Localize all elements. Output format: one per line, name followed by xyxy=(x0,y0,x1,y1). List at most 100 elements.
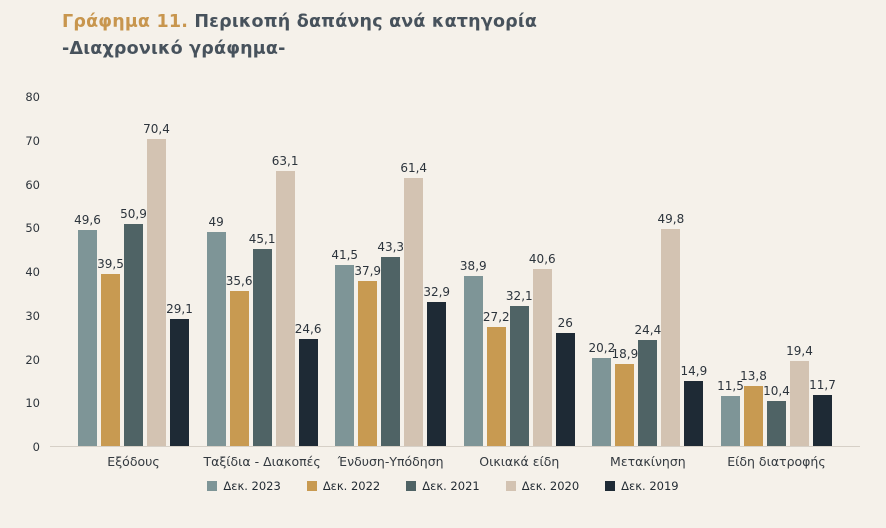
legend-swatch xyxy=(207,481,218,491)
value-label: 20,2 xyxy=(588,340,616,355)
value-label: 39,5 xyxy=(97,256,124,271)
value-label: 24,4 xyxy=(634,322,662,337)
value-label: 24,6 xyxy=(294,321,322,336)
legend-swatch xyxy=(505,481,516,491)
y-axis-tick: 70 xyxy=(25,133,40,148)
category-label: Μετακίνηση xyxy=(610,454,686,469)
bar: 11,7 xyxy=(809,378,836,446)
bar-group-3: 41,5 37,9 43,3 61,4 32,9 Ένδυση-Υπόδηση xyxy=(331,97,450,469)
value-label: 70,4 xyxy=(143,121,170,136)
value-label: 35,6 xyxy=(225,273,253,288)
category-label: Ταξίδια - Διακοπές xyxy=(203,454,321,469)
legend: Δεκ. 2023 Δεκ. 2022 Δεκ. 2021 Δεκ. 2020 Δεκ.… xyxy=(0,479,886,493)
chart-area: 0 10 20 30 40 50 60 70 80 49,6 39,5 50,9 70,4 29,1 Εξ… xyxy=(14,90,860,469)
legend-label: Δεκ. 2022 xyxy=(322,479,381,493)
bar: 50,9 xyxy=(120,207,147,446)
bar: 19,4 xyxy=(786,344,813,446)
value-label: 19,4 xyxy=(786,344,813,359)
value-label: 29,1 xyxy=(166,302,193,317)
bar: 41,5 xyxy=(331,248,358,446)
bar: 40,6 xyxy=(529,252,556,446)
bar: 37,9 xyxy=(354,264,381,446)
bar: 27,2 xyxy=(483,310,510,446)
legend-swatch xyxy=(406,481,417,491)
y-axis-tick: 80 xyxy=(25,90,40,104)
legend-item: Δεκ. 2022 xyxy=(306,479,381,493)
y-axis-tick: 60 xyxy=(25,177,40,192)
legend-item: Δεκ. 2023 xyxy=(207,479,281,493)
bar-group-5: 20,2 18,9 24,4 49,8 14,9 Μετακίνηση xyxy=(589,97,708,469)
value-label: 32,9 xyxy=(423,285,451,300)
bar: 29,1 xyxy=(166,302,193,446)
bar: 63,1 xyxy=(272,154,298,446)
bar: 11,5 xyxy=(717,379,744,446)
value-label: 43,3 xyxy=(377,240,405,255)
legend-item: Δεκ. 2019 xyxy=(605,479,679,493)
legend-swatch xyxy=(306,481,317,491)
y-axis-tick: 40 xyxy=(25,265,40,279)
value-label: 63,1 xyxy=(271,153,299,168)
value-label: 18,9 xyxy=(611,346,639,361)
bar-group-4: 38,9 27,2 32,1 40,6 26 Οικιακά είδη xyxy=(460,97,575,469)
value-label: 61,4 xyxy=(400,161,428,176)
value-label: 37,9 xyxy=(354,263,382,278)
value-label: 32,1 xyxy=(505,288,533,303)
value-label: 38,9 xyxy=(459,259,487,274)
value-label: 26 xyxy=(557,315,573,330)
chart-title-line1: Γράφημα 11. Περικοπή δαπάνης ανά κατηγορ… xyxy=(62,9,537,36)
bar: 45,1 xyxy=(249,232,275,446)
category-label: Εξόδους xyxy=(107,454,160,469)
y-axis-tick: 0 xyxy=(32,440,40,454)
bar: 49,6 xyxy=(74,213,101,446)
value-label: 49,6 xyxy=(74,212,101,227)
bar: 18,9 xyxy=(612,347,638,446)
bar: 26 xyxy=(555,316,575,446)
bar: 14,9 xyxy=(681,364,707,446)
y-axis-tick: 30 xyxy=(25,308,40,323)
bar: 24,4 xyxy=(635,323,661,446)
value-label: 10,4 xyxy=(763,383,790,398)
value-label: 49,8 xyxy=(657,211,685,226)
bar: 10,4 xyxy=(763,384,790,446)
y-axis-tick: 10 xyxy=(25,396,40,411)
category-label: Είδη διατροφής xyxy=(727,454,826,469)
legend-label: Δεκ. 2023 xyxy=(223,479,281,493)
bar: 24,6 xyxy=(295,322,321,446)
bar: 13,8 xyxy=(740,369,767,446)
y-axis: 0 10 20 30 40 50 60 70 80 xyxy=(14,90,50,454)
chart-subtitle: -Διαχρονικό γράφημα- xyxy=(62,39,286,59)
bar: 38,9 xyxy=(460,259,487,446)
value-label: 41,5 xyxy=(331,247,359,262)
legend-label: Δεκ. 2021 xyxy=(422,479,480,493)
bar: 32,1 xyxy=(506,289,533,446)
category-label: Ένδυση-Υπόδηση xyxy=(337,454,444,469)
value-label: 40,6 xyxy=(528,251,556,266)
bar: 43,3 xyxy=(377,240,404,446)
value-label: 13,8 xyxy=(740,368,767,383)
legend-swatch xyxy=(605,481,616,491)
bar: 49,8 xyxy=(658,212,684,446)
bar: 35,6 xyxy=(226,274,252,446)
bar: 32,9 xyxy=(423,285,450,446)
chart-title: Γράφημα 11. Περικοπή δαπάνης ανά κατηγορ… xyxy=(62,9,537,63)
bar: 61,4 xyxy=(400,161,427,446)
bar: 70,4 xyxy=(143,122,170,446)
bar: 39,5 xyxy=(97,257,124,446)
value-label: 45,1 xyxy=(248,232,276,247)
bar-group-6: 11,5 13,8 10,4 19,4 11,7 Είδη διατροφής xyxy=(717,97,836,469)
value-label: 11,7 xyxy=(809,377,836,392)
value-label: 14,9 xyxy=(680,364,708,378)
bar: 20,2 xyxy=(589,341,615,446)
legend-label: Δεκ. 2020 xyxy=(521,479,580,493)
bar: 49 xyxy=(206,215,226,446)
bar-group-2: 49 35,6 45,1 63,1 24,6 Ταξίδια - Διακοπές xyxy=(203,97,321,469)
chart-title-prefix: Γράφημα 11. xyxy=(62,12,189,32)
legend-item: Δεκ. 2020 xyxy=(505,479,580,493)
plot-area: 49,6 39,5 50,9 70,4 29,1 Εξόδους 49 35,6 45,1 63,… xyxy=(50,97,860,469)
legend-item: Δεκ. 2021 xyxy=(406,479,480,493)
category-label: Οικιακά είδη xyxy=(479,454,560,469)
value-label: 50,9 xyxy=(120,206,147,221)
value-label: 49 xyxy=(208,215,224,230)
legend-label: Δεκ. 2019 xyxy=(621,479,679,493)
